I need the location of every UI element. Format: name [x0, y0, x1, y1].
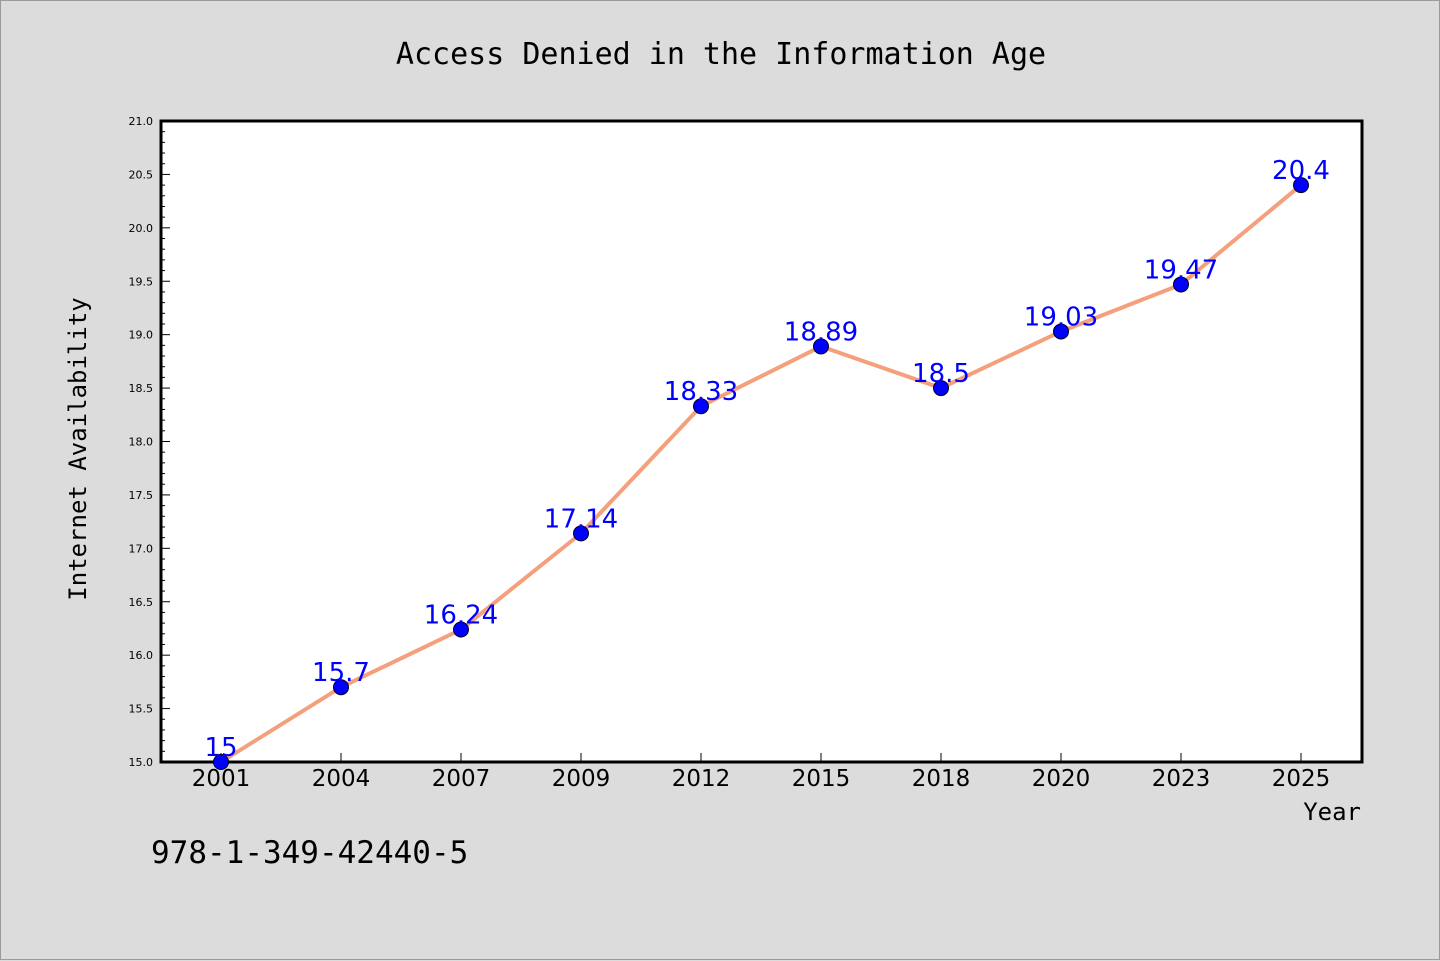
- x-tick-label: 2023: [1152, 766, 1211, 792]
- y-tick-label: 17.5: [129, 489, 154, 502]
- data-label: 18.5: [912, 359, 970, 389]
- data-point: [933, 380, 949, 397]
- data-point: [1293, 177, 1309, 194]
- y-tick-label: 18.0: [129, 436, 154, 449]
- data-point: [1173, 276, 1189, 293]
- x-tick-label: 2009: [552, 766, 611, 792]
- y-tick-label: 15.5: [129, 703, 154, 716]
- isbn-text: 978-1-349-42440-5: [151, 835, 469, 871]
- x-tick-label: 2018: [912, 766, 971, 792]
- x-tick-label: 2015: [792, 766, 851, 792]
- x-tick-label: 2012: [672, 766, 731, 792]
- x-tick-label: 2025: [1272, 766, 1331, 792]
- data-point: [693, 398, 709, 415]
- data-point: [1053, 323, 1069, 340]
- data-point: [453, 621, 469, 638]
- data-point: [213, 754, 229, 770]
- data-label: 15.7: [312, 658, 370, 688]
- y-axis: 15.0 15.5 16.0 16.5 17.0 17.5 18.0 18.5 19.0 19.5…: [129, 115, 170, 769]
- y-tick-label: 16.5: [129, 596, 154, 609]
- series-line: [219, 183, 1303, 764]
- y-tick-label: 17.0: [129, 542, 154, 555]
- y-tick-label: 19.0: [129, 329, 154, 342]
- data-point: [573, 525, 589, 542]
- data-point: [813, 338, 829, 355]
- y-tick-label: 15.0: [129, 756, 154, 769]
- y-tick-label: 21.0: [129, 115, 154, 128]
- x-tick-label: 2001: [192, 766, 251, 792]
- y-axis-label: Internet Availability: [64, 297, 92, 600]
- data-label: 19.03: [1024, 302, 1098, 332]
- y-tick-label: 16.0: [129, 649, 154, 662]
- x-axis: 2001 2004 2007 2009 2012 2015 2018 2020 2023 2025: [192, 753, 1331, 792]
- data-label: 15: [204, 733, 237, 763]
- data-point: [333, 679, 349, 696]
- data-label: 17.14: [544, 504, 618, 534]
- x-tick-label: 2020: [1032, 766, 1091, 792]
- data-label: 18.33: [664, 377, 738, 407]
- data-labels: 15 15.7 16.24 17.14 18.33 18.89 18.5 19.03 19.47…: [204, 156, 1329, 763]
- data-label: 16.24: [424, 601, 498, 631]
- y-tick-label: 18.5: [129, 382, 154, 395]
- plot-area: [159, 119, 1364, 764]
- x-tick-label: 2004: [312, 766, 371, 792]
- chart-title: Access Denied in the Information Age: [396, 37, 1046, 72]
- x-tick-label: 2007: [432, 766, 491, 792]
- y-tick-label: 20.0: [129, 222, 154, 235]
- y-tick-label: 20.5: [129, 168, 154, 181]
- x-axis-label: Year: [1303, 798, 1361, 826]
- series-line-group: [213, 177, 1309, 770]
- data-label: 18.89: [784, 317, 858, 347]
- data-label: 20.4: [1272, 156, 1330, 186]
- y-tick-label: 19.5: [129, 275, 154, 288]
- data-label: 19.47: [1144, 255, 1218, 285]
